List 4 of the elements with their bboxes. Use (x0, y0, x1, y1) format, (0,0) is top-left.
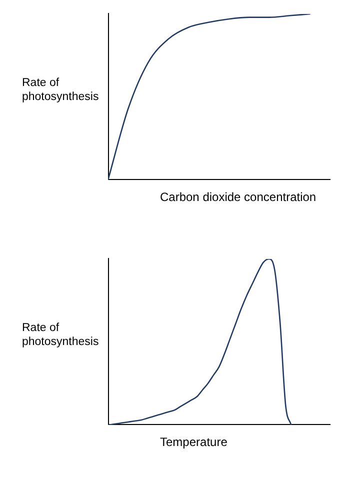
y-axis-title: Rate of photosynthesis (22, 76, 100, 104)
y-axis-title: Rate of photosynthesis (22, 321, 100, 349)
x-axis-title: Temperature (160, 435, 228, 449)
x-axis-title: Carbon dioxide concentration (160, 190, 316, 204)
